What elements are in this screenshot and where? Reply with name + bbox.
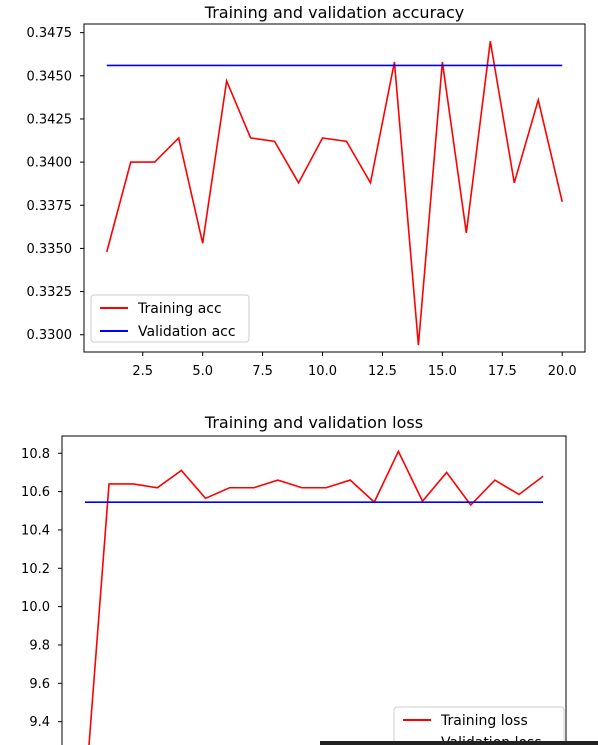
loss-axes-frame <box>61 435 567 745</box>
accuracy-x-tick-label: 2.5 <box>132 364 153 379</box>
loss-y-tick-label: 10.8 <box>21 447 50 462</box>
loss-legend: Training loss Validation loss <box>393 706 565 745</box>
loss-y-tick-label: 10.2 <box>21 562 50 577</box>
accuracy-y-tick-label: 0.3400 <box>27 156 73 171</box>
accuracy-x-tick-label: 10.0 <box>308 364 337 379</box>
accuracy-legend-label: Validation acc <box>138 324 236 340</box>
accuracy-y-tick-label: 0.3450 <box>27 69 73 84</box>
loss-series-training-line <box>88 449 544 745</box>
loss-y-tick-label: 9.4 <box>29 715 50 730</box>
accuracy-y-tick-label: 0.3475 <box>27 26 73 41</box>
loss-chart: Training and validation loss 9.4 9.6 9.8 10.… <box>21 413 567 745</box>
loss-y-tick-label: 10.0 <box>21 600 50 615</box>
accuracy-series-training-line <box>105 41 564 346</box>
accuracy-x-tick-label: 12.5 <box>368 364 397 379</box>
accuracy-y-tick-label: 0.3300 <box>27 328 73 343</box>
accuracy-axes-frame <box>83 23 586 353</box>
accuracy-y-tick-label: 0.3375 <box>27 199 73 214</box>
accuracy-y-tick-label: 0.3325 <box>27 285 73 300</box>
accuracy-legend: Training acc Validation acc <box>90 294 250 343</box>
accuracy-y-tick-label: 0.3350 <box>27 242 73 257</box>
loss-legend-label: Training loss <box>440 713 528 729</box>
loss-y-tick-label: 10.6 <box>21 485 50 500</box>
accuracy-x-tick-label: 20.0 <box>548 364 577 379</box>
accuracy-x-tick-label: 7.5 <box>252 364 273 379</box>
loss-chart-title: Training and validation loss <box>204 413 423 432</box>
loss-y-tick-label: 9.8 <box>29 638 50 653</box>
loss-y-tick-label: 9.6 <box>29 677 50 692</box>
accuracy-x-tick-label: 17.5 <box>488 364 517 379</box>
loss-y-tick-label: 10.4 <box>21 523 50 538</box>
accuracy-x-tick-label: 5.0 <box>192 364 213 379</box>
loss-legend-label: Validation loss <box>441 735 542 745</box>
window-edge-bar <box>320 741 598 745</box>
accuracy-chart-title: Training and validation accuracy <box>204 3 464 22</box>
accuracy-chart: Training and validation accuracy 0.3300 0.… <box>27 3 586 379</box>
accuracy-x-tick-label: 15.0 <box>428 364 457 379</box>
accuracy-legend-label: Training acc <box>137 301 222 317</box>
accuracy-y-tick-label: 0.3425 <box>27 112 73 127</box>
